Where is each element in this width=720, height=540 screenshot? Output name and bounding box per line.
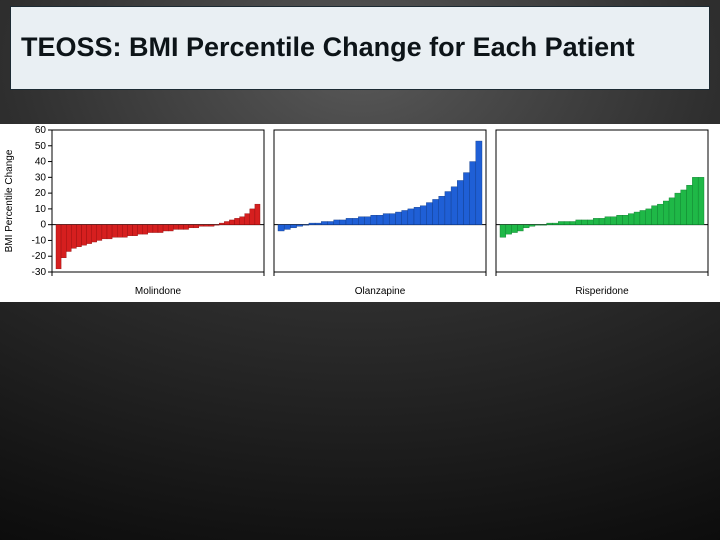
- svg-text:-30: -30: [32, 267, 47, 278]
- svg-text:0: 0: [40, 220, 46, 231]
- title-region: TEOSS: BMI Percentile Change for Each Pa…: [10, 6, 710, 90]
- svg-text:Risperidone: Risperidone: [575, 286, 629, 297]
- svg-text:-20: -20: [32, 251, 47, 262]
- chart-band: -30 -20 -10 0 10 20 30 40 50 60 BMI Percentile Cha…: [0, 124, 720, 302]
- svg-text:40: 40: [35, 157, 47, 168]
- slide: TEOSS: BMI Percentile Change for Each Pa…: [0, 0, 720, 540]
- page-title: TEOSS: BMI Percentile Change for Each Pa…: [21, 32, 635, 63]
- svg-text:60: 60: [35, 125, 47, 136]
- svg-text:Olanzapine: Olanzapine: [355, 286, 406, 297]
- svg-text:20: 20: [35, 188, 47, 199]
- svg-text:30: 30: [35, 172, 47, 183]
- svg-text:BMI Percentile Change: BMI Percentile Change: [4, 149, 15, 252]
- svg-text:Molindone: Molindone: [135, 286, 182, 297]
- bmi-percentile-chart: -30 -20 -10 0 10 20 30 40 50 60 BMI Percentile Cha…: [0, 124, 720, 302]
- svg-text:50: 50: [35, 141, 47, 152]
- svg-text:10: 10: [35, 204, 47, 215]
- svg-text:-10: -10: [32, 235, 47, 246]
